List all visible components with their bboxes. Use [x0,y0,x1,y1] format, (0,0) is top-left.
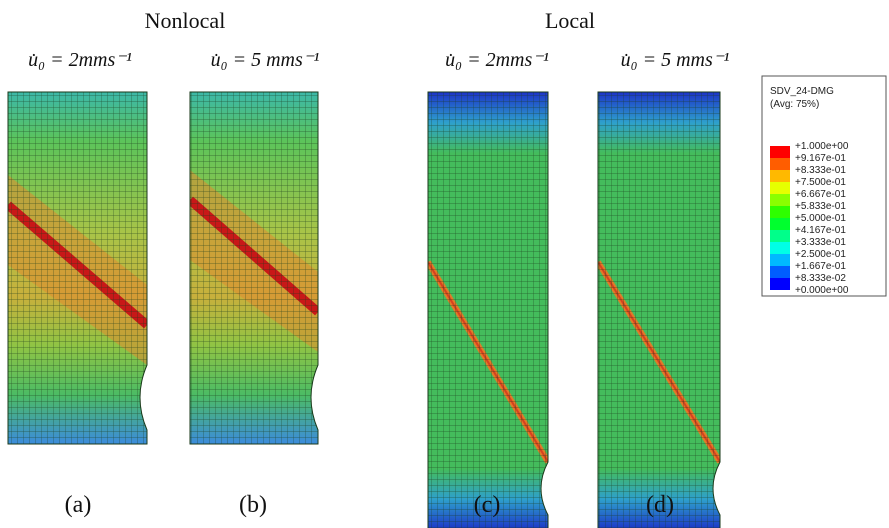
contour-plot [598,92,720,528]
mesh [428,92,548,528]
legend-label: +1.000e+00 [795,141,849,152]
legend-swatch [770,242,790,254]
rate-label: u̇₀ = 2mms⁻¹ [28,49,132,71]
legend-label: +2.500e-01 [795,249,846,260]
legend-label: +7.500e-01 [795,177,846,188]
mesh [598,92,720,528]
mesh [190,92,318,444]
legend-subtitle: (Avg: 75%) [770,99,819,110]
contour-plot [428,92,548,528]
legend-swatch [770,254,790,266]
legend: SDV_24-DMG (Avg: 75%) +1.000e+00+9.167e-… [761,75,887,297]
legend-title: SDV_24-DMG [770,86,834,97]
panel-label: (a) [65,492,92,518]
header: Local [545,8,595,33]
outline [7,91,148,445]
legend-label: +4.167e-01 [795,225,846,236]
legend-label: +1.667e-01 [795,261,846,272]
legend-swatch [770,146,790,158]
legend-label: +8.333e-01 [795,165,846,176]
legend-label: +6.667e-01 [795,189,846,200]
rate-label: u̇₀ = 5 mms⁻¹ [621,49,730,71]
rate-label: u̇₀ = 5 mms⁻¹ [211,49,320,71]
legend-label: +5.000e-01 [795,213,846,224]
legend-swatch [770,194,790,206]
legend-label: +0.000e+00 [795,285,849,296]
legend-label: +3.333e-01 [795,237,846,248]
legend-label: +9.167e-01 [795,153,846,164]
legend-label: +8.333e-02 [795,273,846,284]
rate-label: u̇₀ = 2mms⁻¹ [445,49,549,71]
legend-label: +5.833e-01 [795,201,846,212]
outline [597,91,721,528]
legend-swatch [770,170,790,182]
legend-swatch [770,218,790,230]
panel-label: (c) [474,492,501,518]
contour-plot [8,92,147,444]
header: Nonlocal [145,8,226,33]
legend-swatch [770,278,790,290]
legend-swatch [770,266,790,278]
outline [427,91,549,528]
outline [189,91,319,445]
panel-label: (d) [646,492,674,518]
mesh [8,92,147,444]
panel-label: (b) [239,492,267,518]
legend-swatch [770,182,790,194]
legend-swatch [770,206,790,218]
legend-swatch [770,230,790,242]
contour-plot [190,92,318,444]
legend-swatch [770,158,790,170]
